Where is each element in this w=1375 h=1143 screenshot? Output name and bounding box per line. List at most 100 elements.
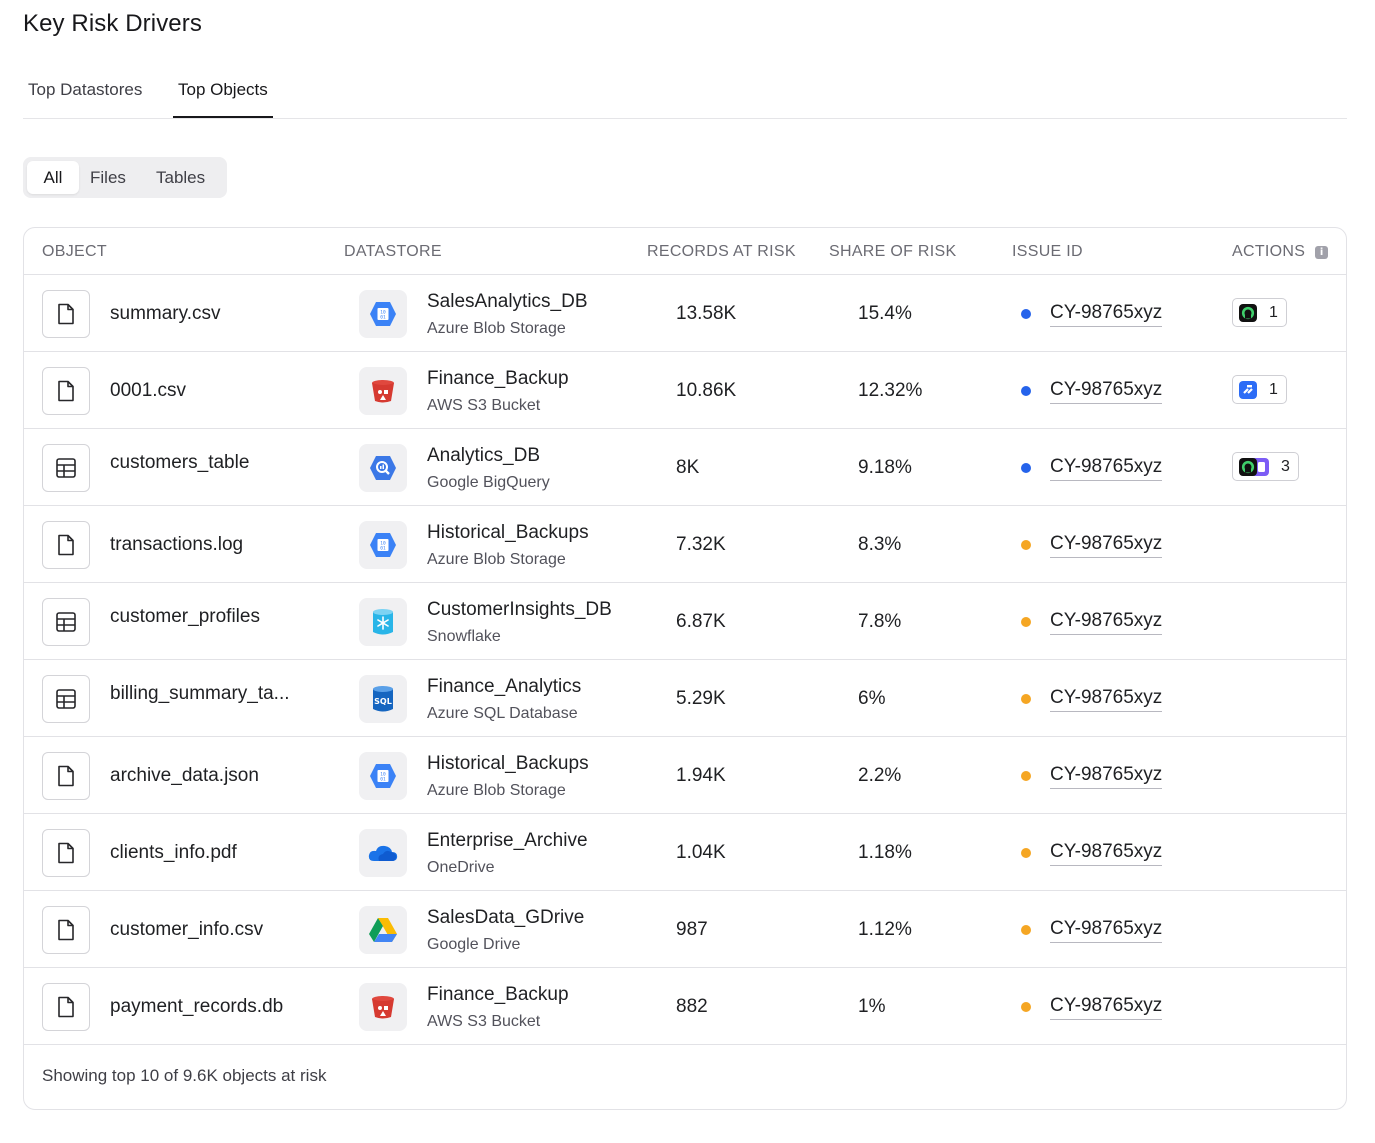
object-name[interactable]: billing_summary_ta... bbox=[110, 683, 290, 704]
datastore-name[interactable]: CustomerInsights_DB bbox=[427, 599, 612, 620]
objects-table: OBJECT DATASTORE RECORDS AT RISK SHARE O… bbox=[23, 227, 1347, 1110]
issue-id-link[interactable]: CY-98765xyz bbox=[1050, 379, 1163, 404]
table-row[interactable]: customers_table Analytics_DB Google BigQue… bbox=[24, 429, 1346, 506]
issue-id-link[interactable]: CY-98765xyz bbox=[1050, 764, 1163, 789]
column-records-at-risk[interactable]: RECORDS AT RISK bbox=[647, 243, 796, 260]
table-row[interactable]: customer_profiles CustomerInsights_DB Snow… bbox=[24, 583, 1346, 660]
snowflake-icon bbox=[359, 598, 407, 646]
page-title: Key Risk Drivers bbox=[23, 10, 202, 37]
column-share-of-risk[interactable]: SHARE OF RISK bbox=[829, 243, 957, 260]
datastore-name[interactable]: SalesData_GDrive bbox=[427, 907, 585, 928]
actions-button[interactable]: 3 bbox=[1232, 452, 1299, 481]
share-of-risk: 12.32% bbox=[858, 380, 923, 401]
tab-top-objects-label: Top Objects bbox=[178, 80, 268, 99]
table-row[interactable]: summary.csv 10 01 SalesAnalytics_DB Azure Bl… bbox=[24, 275, 1346, 352]
column-issue-id[interactable]: ISSUE ID bbox=[1012, 243, 1083, 260]
multi-app-icon bbox=[1239, 457, 1269, 476]
datastore-name[interactable]: Historical_Backups bbox=[427, 753, 589, 774]
share-of-risk: 6% bbox=[858, 688, 886, 709]
datastore-name[interactable]: SalesAnalytics_DB bbox=[427, 291, 588, 312]
severity-dot bbox=[1021, 309, 1031, 319]
datastore-type: AWS S3 Bucket bbox=[427, 397, 541, 414]
datastore-type: Azure Blob Storage bbox=[427, 320, 566, 337]
datastore-type: Azure SQL Database bbox=[427, 705, 578, 722]
share-of-risk: 8.3% bbox=[858, 534, 902, 555]
tab-top-datastores[interactable]: Top Datastores bbox=[28, 80, 143, 99]
filter-files[interactable]: Files bbox=[90, 168, 126, 187]
actions-button[interactable]: 1 bbox=[1232, 375, 1287, 404]
records-at-risk: 13.58K bbox=[676, 303, 737, 324]
column-object[interactable]: OBJECT bbox=[42, 243, 107, 260]
object-name[interactable]: payment_records.db bbox=[110, 996, 284, 1017]
records-at-risk: 5.29K bbox=[676, 688, 726, 709]
datastore-name[interactable]: Historical_Backups bbox=[427, 522, 589, 543]
datastore-name[interactable]: Finance_Backup bbox=[427, 984, 569, 1005]
datastore-name[interactable]: Enterprise_Archive bbox=[427, 830, 588, 851]
issue-id-link[interactable]: CY-98765xyz bbox=[1050, 841, 1163, 866]
info-icon[interactable]: i bbox=[1315, 246, 1329, 259]
datastore-name[interactable]: Finance_Backup bbox=[427, 368, 569, 389]
table-row[interactable]: billing_summary_ta... SQL Finance_Analytic… bbox=[24, 660, 1346, 737]
filter-all[interactable]: All bbox=[27, 161, 79, 194]
severity-dot bbox=[1021, 1002, 1031, 1012]
object-name[interactable]: archive_data.json bbox=[110, 765, 259, 786]
file-icon bbox=[42, 983, 90, 1031]
issue-id-link[interactable]: CY-98765xyz bbox=[1050, 302, 1163, 327]
svg-text:01: 01 bbox=[380, 777, 386, 783]
filter-tables[interactable]: Tables bbox=[156, 168, 206, 187]
share-of-risk: 1.18% bbox=[858, 842, 912, 863]
bigquery-icon bbox=[359, 444, 407, 492]
table-row[interactable]: clients_info.pdf Enterprise_Archive OneDri… bbox=[24, 814, 1346, 891]
table-row[interactable]: customer_info.csv SalesData_GDrive Google … bbox=[24, 891, 1346, 968]
records-at-risk: 1.94K bbox=[676, 765, 726, 786]
table-row[interactable]: 0001.csv Finance_Backup AWS S3 Bucket 10.86… bbox=[24, 352, 1346, 429]
datastore-name[interactable]: Finance_Analytics bbox=[427, 676, 582, 697]
severity-dot bbox=[1021, 540, 1031, 550]
file-icon bbox=[42, 521, 90, 569]
object-name[interactable]: customers_table bbox=[110, 452, 250, 473]
issue-id-link[interactable]: CY-98765xyz bbox=[1050, 533, 1163, 558]
object-name[interactable]: clients_info.pdf bbox=[110, 842, 237, 863]
table-icon bbox=[42, 598, 90, 646]
file-icon bbox=[42, 367, 90, 415]
issue-id-link[interactable]: CY-98765xyz bbox=[1050, 995, 1163, 1020]
issue-id-link[interactable]: CY-98765xyz bbox=[1050, 687, 1163, 712]
tab-top-objects[interactable]: Top Objects bbox=[173, 80, 273, 118]
issue-id-link[interactable]: CY-98765xyz bbox=[1050, 918, 1163, 943]
object-name[interactable]: summary.csv bbox=[110, 303, 221, 324]
svg-text:01: 01 bbox=[380, 315, 386, 321]
table-row[interactable]: payment_records.db Finance_Backup AWS S3 B… bbox=[24, 968, 1346, 1045]
google-drive-icon bbox=[359, 906, 407, 954]
svg-text:10: 10 bbox=[380, 541, 386, 547]
table-row[interactable]: transactions.log 10 01 Historical_Backups Az… bbox=[24, 506, 1346, 583]
records-at-risk: 882 bbox=[676, 996, 708, 1017]
table-footer: Showing top 10 of 9.6K objects at risk bbox=[42, 1066, 327, 1085]
file-icon bbox=[42, 906, 90, 954]
issue-id-link[interactable]: CY-98765xyz bbox=[1050, 456, 1163, 481]
share-of-risk: 1.12% bbox=[858, 919, 912, 940]
table-icon bbox=[42, 444, 90, 492]
actions-button[interactable]: 1 bbox=[1232, 298, 1287, 327]
share-of-risk: 7.8% bbox=[858, 611, 902, 632]
azure-blob-icon: 10 01 bbox=[359, 752, 407, 800]
table-row[interactable]: archive_data.json 10 01 Historical_Backups A… bbox=[24, 737, 1346, 814]
object-name[interactable]: 0001.csv bbox=[110, 380, 187, 401]
file-icon bbox=[42, 290, 90, 338]
column-datastore[interactable]: DATASTORE bbox=[344, 243, 442, 260]
records-at-risk: 8K bbox=[676, 457, 700, 478]
datastore-name[interactable]: Analytics_DB bbox=[427, 445, 540, 466]
jira-icon bbox=[1239, 380, 1257, 399]
issue-id-link[interactable]: CY-98765xyz bbox=[1050, 610, 1163, 635]
object-name[interactable]: transactions.log bbox=[110, 534, 244, 555]
onedrive-icon bbox=[359, 829, 407, 877]
object-name[interactable]: customer_profiles bbox=[110, 606, 260, 627]
records-at-risk: 10.86K bbox=[676, 380, 737, 401]
actions-count: 1 bbox=[1269, 380, 1278, 398]
filter-segmented-control: All Files Tables bbox=[23, 157, 227, 198]
datastore-type: Google Drive bbox=[427, 936, 521, 953]
object-name[interactable]: customer_info.csv bbox=[110, 919, 264, 940]
records-at-risk: 6.87K bbox=[676, 611, 726, 632]
records-at-risk: 987 bbox=[676, 919, 708, 940]
file-icon bbox=[42, 752, 90, 800]
column-actions: ACTIONS i bbox=[1232, 243, 1329, 261]
